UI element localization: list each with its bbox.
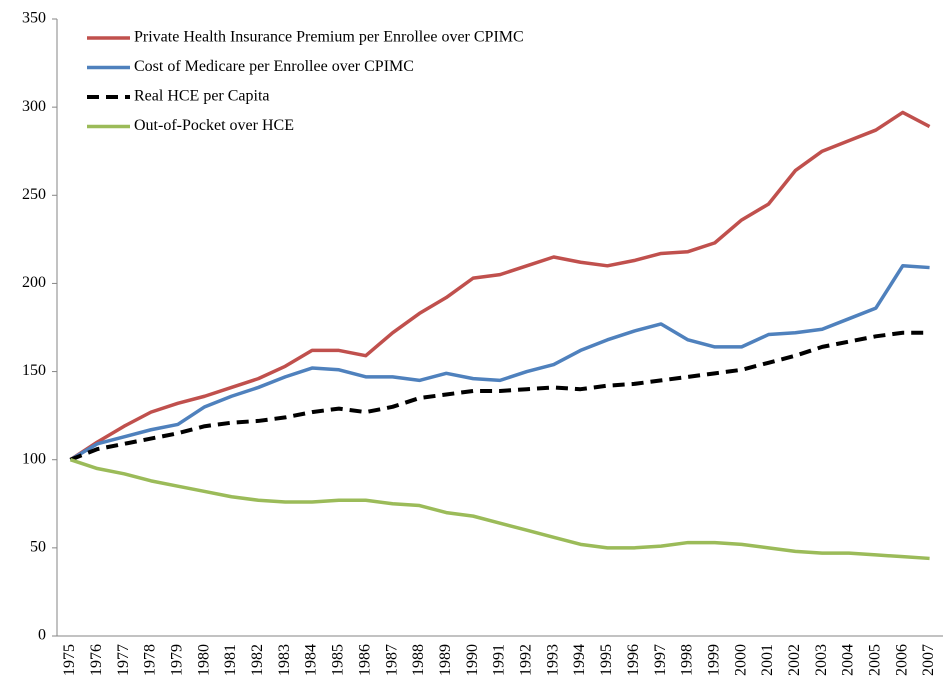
y-tick-label: 250 bbox=[22, 186, 46, 203]
x-tick-label: 1999 bbox=[705, 644, 722, 676]
x-tick-label: 1987 bbox=[383, 644, 400, 676]
x-tick-label: 1980 bbox=[195, 644, 212, 676]
x-tick-label: 2004 bbox=[840, 644, 857, 676]
y-tick-label: 200 bbox=[22, 274, 46, 291]
y-tick-label: 100 bbox=[22, 450, 46, 467]
x-tick-label: 1996 bbox=[625, 644, 642, 676]
x-tick-label: 1994 bbox=[571, 644, 588, 676]
x-tick-label: 1991 bbox=[491, 644, 508, 676]
y-tick-label: 0 bbox=[38, 627, 46, 644]
x-tick-label: 2000 bbox=[732, 644, 749, 676]
x-tick-label: 2006 bbox=[893, 644, 910, 676]
y-tick-label: 150 bbox=[22, 362, 46, 379]
x-tick-label: 1985 bbox=[330, 644, 347, 676]
x-tick-label: 1978 bbox=[142, 644, 159, 676]
x-tick-label: 1992 bbox=[518, 644, 535, 676]
x-tick-label: 1977 bbox=[115, 644, 132, 676]
x-tick-label: 1995 bbox=[598, 644, 615, 676]
x-tick-label: 2002 bbox=[786, 644, 803, 676]
series-line bbox=[69, 110, 931, 462]
y-tick-label: 350 bbox=[22, 10, 46, 27]
x-tick-label: 1979 bbox=[168, 644, 185, 676]
x-tick-label: 1975 bbox=[61, 644, 78, 676]
series-line bbox=[69, 330, 930, 462]
y-tick-label: 50 bbox=[30, 539, 46, 556]
series-line bbox=[69, 458, 930, 561]
x-tick-label: 1989 bbox=[437, 644, 454, 676]
legend-label: Out-of-Pocket over HCE bbox=[134, 117, 294, 134]
x-tick-label: 1988 bbox=[410, 644, 427, 676]
x-tick-label: 1976 bbox=[88, 644, 105, 676]
x-tick-label: 1997 bbox=[652, 644, 669, 676]
x-tick-label: 1982 bbox=[249, 644, 266, 676]
x-tick-label: 2003 bbox=[813, 644, 830, 676]
x-tick-label: 1983 bbox=[276, 644, 293, 676]
legend-label: Private Health Insurance Premium per Enr… bbox=[134, 29, 524, 46]
series-line bbox=[69, 264, 930, 462]
x-tick-label: 1993 bbox=[544, 644, 561, 676]
x-tick-label: 1990 bbox=[464, 644, 481, 676]
legend-label: Real HCE per Capita bbox=[134, 88, 270, 105]
legend-label: Cost of Medicare per Enrollee over CPIMC bbox=[134, 58, 414, 75]
x-tick-label: 2005 bbox=[867, 644, 884, 676]
x-tick-label: 1984 bbox=[303, 644, 320, 676]
x-tick-label: 1981 bbox=[222, 644, 239, 676]
y-tick-label: 300 bbox=[22, 98, 46, 115]
x-tick-label: 1986 bbox=[356, 644, 373, 676]
x-tick-label: 2007 bbox=[920, 644, 937, 676]
x-tick-label: 2001 bbox=[759, 644, 776, 676]
x-tick-label: 1998 bbox=[679, 644, 696, 676]
